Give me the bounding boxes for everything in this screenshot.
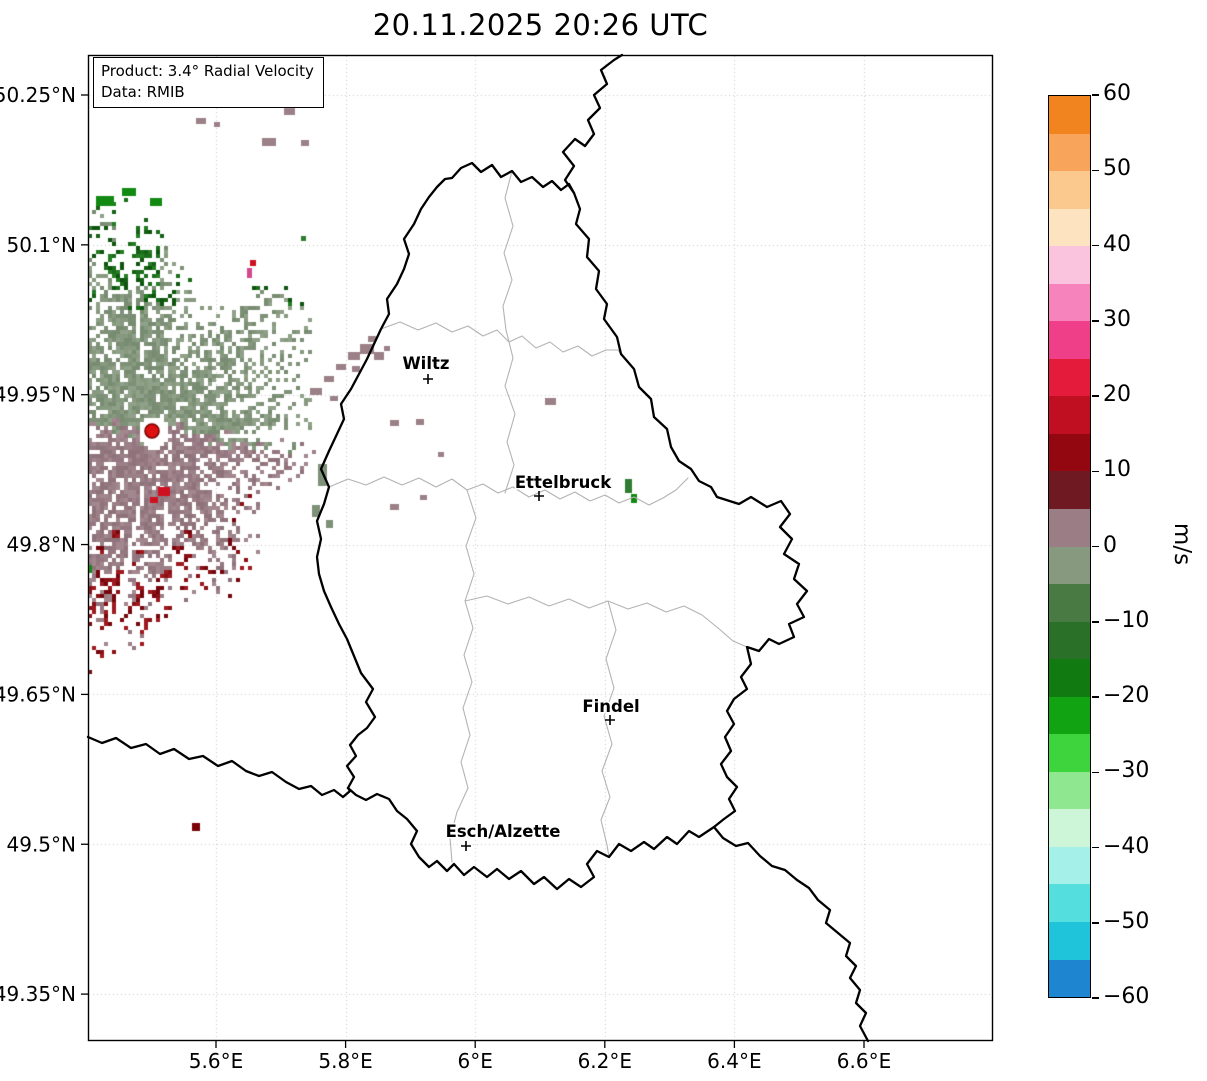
x-tick-label: 5.6°E: [189, 1049, 243, 1073]
y-tick-label: 50.25°N: [0, 83, 76, 107]
colorbar-band: [1049, 584, 1090, 622]
x-tick-label: 6.2°E: [578, 1049, 632, 1073]
colorbar-band: [1049, 133, 1090, 172]
city-marker: [605, 715, 615, 725]
y-tick-label: 49.8°N: [7, 533, 77, 557]
colorbar-band: [1049, 621, 1090, 660]
city-label: Findel: [582, 697, 639, 716]
colorbar-tick-mark: [1092, 922, 1099, 924]
france-belgium-border: [86, 735, 352, 799]
x-tick-label: 6.4°E: [707, 1049, 761, 1073]
colorbar-band: [1049, 396, 1090, 434]
city-marker: [461, 841, 471, 851]
colorbar-band: [1049, 208, 1090, 247]
colorbar-band: [1049, 696, 1090, 735]
y-tick-label: 49.95°N: [0, 383, 76, 407]
colorbar-tick-mark: [1092, 846, 1099, 849]
germany-france-border: [712, 825, 870, 1043]
colorbar-band: [1049, 546, 1090, 585]
colorbar-tick-mark: [1092, 244, 1099, 247]
colorbar-band: [1049, 771, 1090, 810]
colorbar-tick-label: −40: [1103, 833, 1150, 859]
colorbar-tick-mark: [1092, 997, 1099, 999]
city-label: Ettelbruck: [515, 473, 612, 492]
colorbar-band: [1049, 734, 1090, 772]
x-tick-label: 6.6°E: [837, 1049, 891, 1073]
y-tick-label: 49.65°N: [0, 682, 76, 706]
city-label: Esch/Alzette: [446, 822, 561, 841]
colorbar-tick-label: −60: [1103, 984, 1150, 1009]
colorbar-band: [1049, 358, 1090, 397]
colorbar-band: [1049, 283, 1090, 322]
colorbar-band: [1049, 884, 1090, 923]
colorbar-tick-label: −10: [1103, 607, 1150, 633]
colorbar-tick-mark: [1092, 696, 1099, 698]
district-border: [380, 321, 622, 357]
colorbar-tick-label: 10: [1103, 457, 1131, 483]
colorbar-band: [1049, 846, 1090, 885]
x-tick-label: 6°E: [458, 1049, 493, 1073]
colorbar-tick-label: 60: [1103, 81, 1131, 106]
colorbar-tick-mark: [1092, 169, 1099, 172]
belgium-germany-border: [561, 53, 624, 195]
colorbar-band: [1049, 809, 1090, 847]
city-marker: [534, 491, 544, 501]
colorbar-tick-mark: [1092, 94, 1099, 96]
colorbar-band: [1049, 321, 1090, 359]
y-tick-label: 49.35°N: [0, 982, 76, 1006]
colorbar-band: [1049, 959, 1090, 998]
x-tick-label: 5.8°E: [318, 1049, 372, 1073]
colorbar-tick-label: 30: [1103, 306, 1131, 332]
district-border: [464, 595, 748, 648]
city-label: Wiltz: [402, 354, 449, 373]
colorbar-tick-label: 40: [1103, 231, 1131, 257]
colorbar-band: [1049, 96, 1090, 134]
colorbar-tick-mark: [1092, 545, 1099, 548]
colorbar-band: [1049, 471, 1090, 510]
luxembourg-border: [315, 161, 809, 891]
colorbar-unit-label: m/s: [1169, 522, 1195, 566]
district-border: [600, 600, 617, 858]
colorbar-tick-mark: [1092, 470, 1099, 473]
colorbar-band: [1049, 922, 1090, 960]
colorbar-tick-mark: [1092, 320, 1099, 322]
district-border: [449, 489, 477, 863]
product-label: Product: 3.4° Radial Velocity: [101, 62, 314, 80]
colorbar-band: [1049, 659, 1090, 697]
colorbar-tick-label: −30: [1103, 758, 1150, 784]
product-info-box: Product: 3.4° Radial Velocity Data: RMIB: [93, 57, 324, 108]
district-border: [328, 476, 689, 506]
district-border: [502, 170, 514, 331]
y-tick-label: 50.1°N: [7, 233, 77, 257]
city-marker: [423, 374, 433, 384]
district-border: [504, 329, 516, 494]
colorbar: [1048, 95, 1091, 998]
data-source-label: Data: RMIB: [101, 83, 185, 101]
y-tick-label: 49.5°N: [7, 832, 77, 856]
colorbar-tick-mark: [1092, 395, 1099, 397]
colorbar-band: [1049, 171, 1090, 209]
colorbar-band: [1049, 246, 1090, 284]
colorbar-band: [1049, 433, 1090, 472]
colorbar-tick-mark: [1092, 621, 1099, 623]
colorbar-band: [1049, 509, 1090, 547]
colorbar-tick-label: 0: [1103, 532, 1117, 558]
plot-border: [87, 54, 994, 1042]
colorbar-tick-label: 50: [1103, 156, 1131, 182]
colorbar-tick-mark: [1092, 771, 1099, 774]
colorbar-tick-label: −20: [1103, 683, 1150, 708]
colorbar-tick-label: 20: [1103, 382, 1131, 407]
colorbar-tick-label: −50: [1103, 908, 1150, 934]
